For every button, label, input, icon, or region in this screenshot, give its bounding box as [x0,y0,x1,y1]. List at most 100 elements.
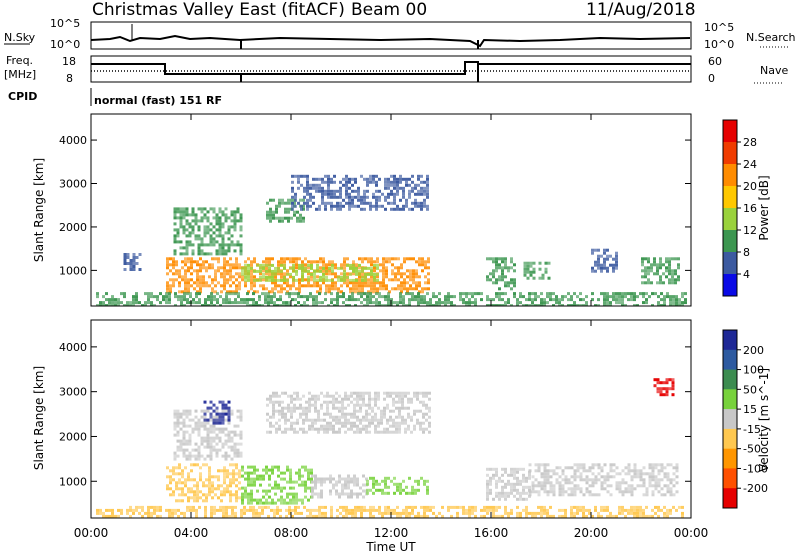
power-cell-0 [187,278,190,282]
velocity-cell-1 [253,498,256,502]
power-cell-0 [277,260,280,264]
velocity-cell-6 [308,424,311,428]
power-cell-2 [200,207,204,211]
power-colorbar-tick-label: 16 [743,202,757,215]
velocity-cell-6 [299,415,302,419]
velocity-cell-10 [525,505,528,509]
power-cell-10 [558,304,561,306]
power-cell-8 [594,263,597,267]
power-ytick-label: 4000 [59,134,87,147]
power-cell-10 [141,304,144,306]
velocity-cell-4 [206,430,210,434]
velocity-cell-6 [428,409,431,413]
power-cell-10 [360,295,363,299]
velocity-cell-2 [320,492,323,496]
power-cell-10 [435,301,438,305]
velocity-cell-8 [573,484,577,488]
power-cell-10 [669,301,672,305]
power-cell-1 [364,275,367,279]
power-cell-10 [513,292,516,296]
velocity-cell-0 [229,472,232,476]
velocity-cell-6 [275,409,278,413]
power-cell-1 [316,269,319,273]
velocity-cell-8 [546,493,550,497]
power-cell-10 [420,295,423,299]
power-cell-4 [339,192,342,196]
power-cell-0 [415,284,418,288]
power-cell-4 [414,204,417,208]
velocity-cell-6 [305,430,308,434]
velocity-cell-0 [220,469,223,473]
power-cell-0 [367,290,370,294]
power-cell-0 [412,269,415,273]
power-cell-5 [126,253,130,256]
power-cell-0 [205,284,208,288]
power-cell-0 [286,257,289,261]
power-cell-10 [162,295,165,299]
power-cell-4 [348,195,351,199]
velocity-cell-9 [662,387,666,391]
power-cell-2 [218,216,222,220]
power-cell-4 [318,204,321,208]
velocity-cell-2 [314,492,317,496]
power-cell-6 [489,278,492,282]
power-cell-10 [681,295,684,299]
power-cell-10 [321,301,324,305]
power-cell-10 [297,295,300,299]
power-cell-0 [331,272,334,276]
power-cell-10 [327,304,330,306]
velocity-cell-8 [582,469,586,473]
power-cell-0 [184,263,187,267]
velocity-cell-4 [236,454,240,458]
velocity-cell-6 [368,430,371,434]
velocity-cell-6 [359,397,362,401]
velocity-cell-8 [654,487,658,491]
velocity-cell-6 [413,394,416,398]
velocity-cell-6 [356,397,359,401]
power-cell-4 [426,204,429,208]
velocity-cell-2 [311,492,314,496]
power-cell-0 [370,263,373,267]
velocity-cell-10 [573,514,576,518]
power-cell-0 [184,257,187,261]
velocity-cell-10 [588,511,591,515]
velocity-cell-3 [378,488,381,492]
power-cell-3 [281,219,284,223]
power-cell-10 [651,304,654,306]
power-cell-3 [287,198,290,202]
velocity-cell-0 [175,472,178,476]
velocity-cell-0 [169,469,172,473]
velocity-cell-8 [573,472,577,476]
velocity-cell-6 [308,391,311,395]
velocity-cell-2 [320,477,323,481]
velocity-cell-8 [591,478,595,482]
velocity-cell-6 [389,394,392,398]
power-cell-10 [432,292,435,296]
velocity-cell-6 [341,409,344,413]
power-cell-4 [387,180,390,184]
power-cell-4 [411,174,414,178]
velocity-cell-2 [341,492,344,496]
power-cell-10 [402,301,405,305]
velocity-cell-0 [223,475,226,479]
power-cell-1 [292,278,295,282]
velocity-cell-10 [129,508,132,512]
power-cell-10 [555,301,558,305]
power-cell-10 [429,304,432,306]
velocity-cell-10 [225,508,228,512]
velocity-cell-0 [196,496,199,500]
power-cell-10 [612,295,615,299]
power-cell-1 [337,275,340,279]
power-cell-4 [306,174,309,178]
velocity-cell-7 [522,491,525,495]
power-cell-10 [159,292,162,296]
velocity-cell-10 [633,511,636,515]
power-cell-0 [331,260,334,264]
power-cell-10 [360,301,363,305]
velocity-cell-10 [519,514,522,518]
velocity-cell-6 [398,400,401,404]
velocity-cell-4 [182,433,186,437]
velocity-cell-6 [287,403,290,407]
power-cell-4 [417,204,420,208]
velocity-cell-10 [426,508,429,512]
